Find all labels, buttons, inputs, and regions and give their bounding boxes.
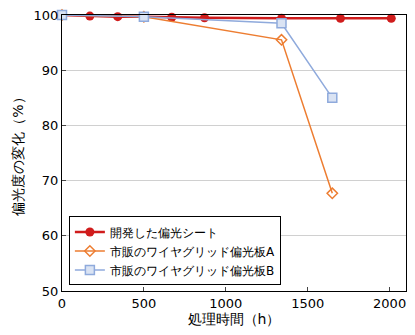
svg-text:80: 80: [42, 118, 59, 133]
svg-text:2000: 2000: [373, 296, 406, 311]
svg-text:70: 70: [42, 173, 59, 188]
svg-text:市販のワイヤグリッド偏光板A: 市販のワイヤグリッド偏光板A: [110, 245, 275, 259]
svg-text:90: 90: [42, 63, 59, 78]
svg-text:60: 60: [42, 228, 59, 243]
svg-text:1500: 1500: [291, 296, 324, 311]
svg-text:市販のワイヤグリッド偏光板B: 市販のワイヤグリッド偏光板B: [110, 264, 274, 278]
svg-text:開発した偏光シート: 開発した偏光シート: [110, 226, 218, 240]
svg-text:偏光度の変化（%）: 偏光度の変化（%）: [10, 90, 26, 215]
svg-text:500: 500: [131, 296, 156, 311]
svg-text:100: 100: [34, 8, 59, 23]
svg-text:1000: 1000: [209, 296, 242, 311]
svg-text:処理時間（h）: 処理時間（h）: [188, 311, 281, 327]
svg-text:50: 50: [42, 284, 59, 299]
svg-text:0: 0: [58, 296, 66, 311]
